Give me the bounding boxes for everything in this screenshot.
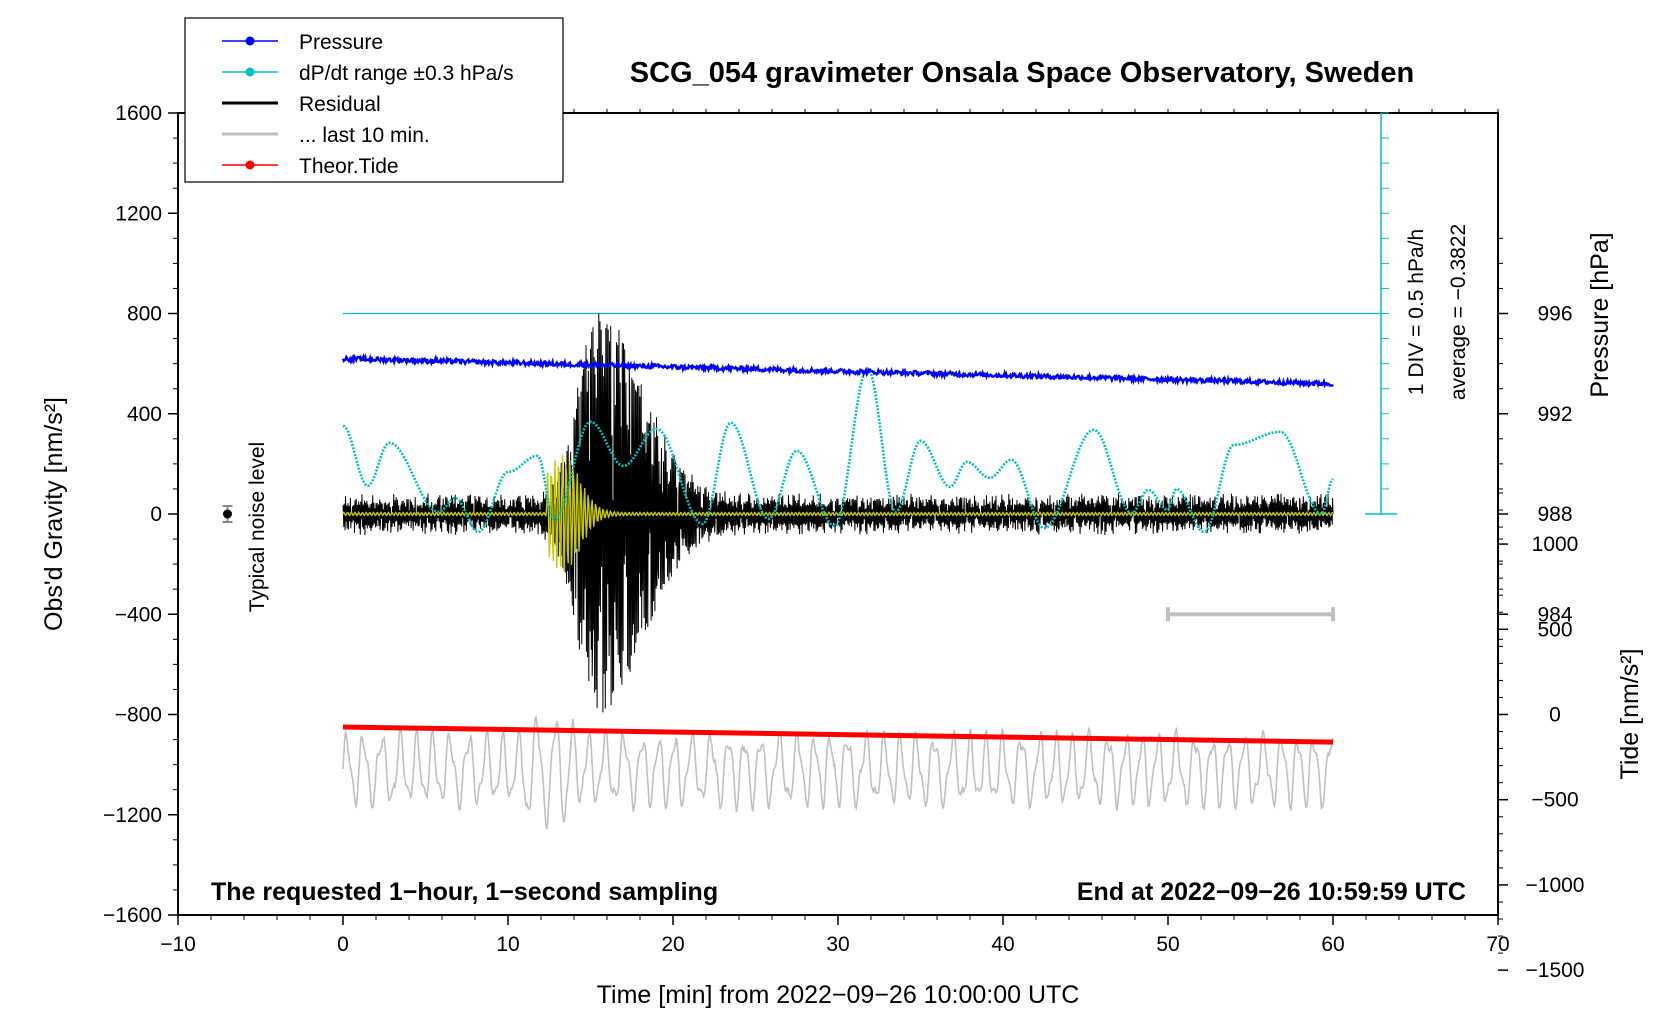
y-axis-label-gravity: Obs'd Gravity [nm/s²] — [40, 397, 68, 631]
legend-marker — [245, 67, 255, 77]
y-tick-label: 800 — [127, 303, 162, 326]
series-filtered — [342, 455, 1334, 572]
legend: Pressure dP/dt range ±0.3 hPa/s Residual..… — [184, 17, 564, 183]
series-pressure — [341, 352, 1334, 389]
average-label: average = −0.3822 — [1447, 224, 1470, 400]
x-tick-label: 60 — [1321, 933, 1344, 956]
x-tick-label: 30 — [826, 933, 849, 956]
y-tick-label: −800 — [115, 704, 162, 727]
legend-marker — [245, 160, 255, 170]
legend-label: Residual — [299, 93, 381, 116]
x-tick-label: −10 — [160, 933, 196, 956]
chart-title: SCG_054 gravimeter Onsala Space Observat… — [630, 57, 1414, 89]
pressure-tick-label: 984 — [1537, 603, 1572, 626]
x-tick-label: 20 — [661, 933, 684, 956]
x-tick-label: 50 — [1156, 933, 1179, 956]
legend-box — [184, 17, 564, 183]
tide-tick-label: 500 — [1537, 618, 1572, 641]
y-axis-label-tide: Tide [nm/s²] — [1616, 648, 1644, 779]
tide-tick-label: −500 — [1531, 789, 1578, 812]
y-tick-label: 1600 — [115, 102, 162, 125]
legend-marker — [245, 36, 255, 46]
x-tick-label: 70 — [1486, 933, 1509, 956]
y-tick-label: −1200 — [103, 804, 162, 827]
y-tick-label: 400 — [127, 403, 162, 426]
tide-tick-label: −1500 — [1526, 959, 1585, 982]
tide-tick-label: 1000 — [1532, 533, 1579, 556]
y-tick-label: −1600 — [103, 904, 162, 927]
plot-area — [222, 112, 1397, 830]
series-dpdt — [342, 367, 1334, 534]
legend-label: dP/dt range ±0.3 hPa/s — [299, 62, 514, 85]
tide-tick-label: 0 — [1549, 704, 1561, 727]
x-tick-label: 40 — [991, 933, 1014, 956]
legend-label: Pressure — [299, 31, 383, 54]
pressure-tick-label: 988 — [1537, 503, 1572, 526]
legend-label: Theor.Tide — [299, 155, 399, 178]
series-theor-tide — [342, 724, 1334, 745]
x-tick-label: 0 — [337, 933, 349, 956]
y-axis-label-pressure: Pressure [hPa] — [1586, 232, 1614, 397]
series-last-10-min — [342, 715, 1334, 830]
legend-label: ... last 10 min. — [299, 124, 430, 147]
pressure-tick-label: 996 — [1537, 303, 1572, 326]
x-tick-label: 10 — [496, 933, 519, 956]
y-tick-label: 0 — [150, 503, 162, 526]
note-sampling: The requested 1−hour, 1−second sampling — [211, 878, 718, 906]
pressure-scale-label: 1 DIV = 0.5 hPa/h — [1405, 229, 1428, 395]
series-residual — [342, 313, 1334, 713]
pressure-tick-label: 992 — [1537, 403, 1572, 426]
tide-tick-label: −1000 — [1526, 874, 1585, 897]
y-tick-label: −400 — [115, 603, 162, 626]
noise-level-marker — [223, 509, 232, 519]
tick-marks: −10 0 10 20 30 40 50 60 70 1600 1200 800 400 0 −400 −80… — [103, 102, 1584, 982]
noise-level-label: Typical noise level — [246, 442, 269, 612]
y-tick-label: 1200 — [115, 202, 162, 225]
x-axis-label: Time [min] from 2022−09−26 10:00:00 UTC — [597, 981, 1080, 1009]
note-end-time: End at 2022−09−26 10:59:59 UTC — [1077, 878, 1466, 906]
